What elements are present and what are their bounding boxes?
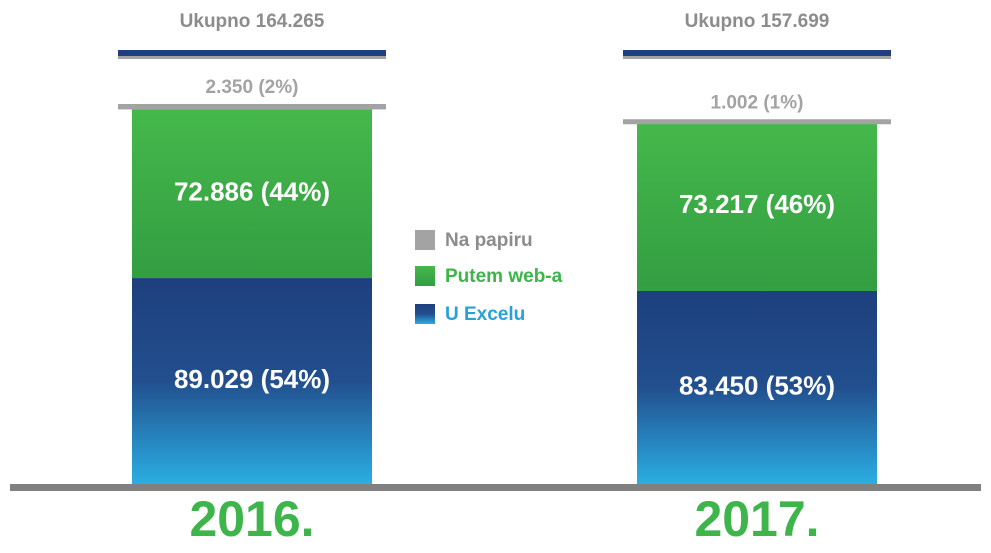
total-label: Ukupno 164.265 xyxy=(180,11,325,32)
bar-segment xyxy=(637,290,877,484)
bar-segment xyxy=(637,121,877,291)
legend-swatch xyxy=(415,304,435,324)
bar-segment xyxy=(118,104,386,110)
bar-segment xyxy=(623,119,891,125)
legend-swatch xyxy=(415,266,435,286)
bar-segment xyxy=(132,109,372,279)
bar-segment xyxy=(132,278,372,484)
value-label: 1.002 (1%) xyxy=(711,92,804,113)
value-label: 83.450 (53%) xyxy=(679,370,835,400)
total-line-under xyxy=(118,56,386,59)
legend-label: Na papiru xyxy=(445,230,533,251)
legend-swatch xyxy=(415,230,435,250)
x-tick-label: 2016. xyxy=(189,491,314,547)
value-label: 72.886 (44%) xyxy=(174,177,330,207)
total-line xyxy=(118,50,386,56)
legend-label: U Excelu xyxy=(445,304,525,325)
total-line-under xyxy=(623,56,891,59)
value-label: 73.217 (46%) xyxy=(679,189,835,219)
legend-label: Putem web-a xyxy=(445,266,563,287)
total-label: Ukupno 157.699 xyxy=(685,11,830,32)
total-line xyxy=(623,50,891,56)
value-label: 89.029 (54%) xyxy=(174,364,330,394)
baseline xyxy=(10,484,981,491)
x-tick-label: 2017. xyxy=(694,491,819,547)
value-label: 2.350 (2%) xyxy=(206,77,299,98)
